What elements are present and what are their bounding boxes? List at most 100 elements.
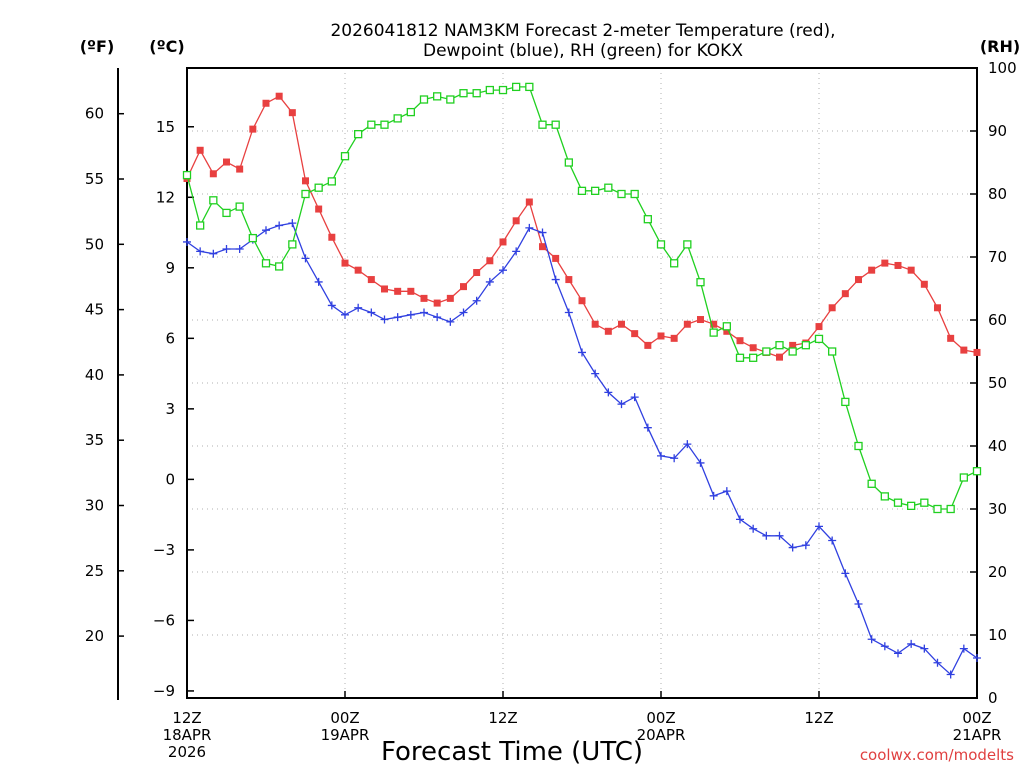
rh-point <box>841 397 850 407</box>
rh-point <box>564 158 573 167</box>
rh-point <box>393 114 402 123</box>
rh-point <box>604 183 613 192</box>
dewpoint-point <box>736 515 744 524</box>
dewpoint-point <box>327 301 336 310</box>
rh-point <box>735 353 745 362</box>
rh-tick-label: 70 <box>988 248 1007 266</box>
fahrenheit-tick-label: 55 <box>85 170 104 188</box>
rh-point <box>327 177 336 186</box>
temperature-point <box>565 276 573 284</box>
dewpoint-point <box>801 541 810 550</box>
rh-point <box>749 353 758 362</box>
dewpoint-point <box>920 644 929 653</box>
dewpoint-point <box>367 308 376 317</box>
dewpoint-point <box>973 654 981 663</box>
time-tick-label: 21APR <box>953 726 1002 744</box>
temperature-point <box>591 320 599 328</box>
dewpoint-point <box>499 266 507 275</box>
temperature-point <box>486 257 494 265</box>
rh-point <box>670 259 679 268</box>
dewpoint-point <box>670 454 679 463</box>
temperature-point <box>367 276 375 284</box>
temperature-point <box>828 304 836 312</box>
temperature-point <box>394 287 402 295</box>
fahrenheit-tick-label: 50 <box>85 235 104 253</box>
fahrenheit-unit-label: (ºF) <box>80 37 115 56</box>
temperature-point <box>907 266 915 274</box>
dewpoint-point <box>275 221 284 230</box>
temperature-point <box>407 287 415 295</box>
x-axis-title: Forecast Time (UTC) <box>381 737 643 767</box>
rh-point <box>617 189 626 199</box>
dewpoint-point <box>762 531 771 540</box>
rh-point <box>235 202 244 211</box>
dewpoint-point <box>880 642 889 651</box>
temperature-point <box>460 283 467 291</box>
dewpoint-point <box>196 247 205 256</box>
temperature-point <box>934 304 941 312</box>
temperature-point <box>644 341 652 349</box>
rh-point <box>354 129 363 139</box>
rh-point <box>643 215 652 224</box>
fahrenheit-tick-label: 40 <box>85 366 104 384</box>
rh-point <box>459 89 468 98</box>
celsius-unit-label: (ºC) <box>149 37 184 56</box>
temperature-point <box>420 294 428 302</box>
rh-point <box>551 120 560 129</box>
dewpoint-point <box>815 522 823 531</box>
dewpoint-point <box>485 277 494 286</box>
temperature-point <box>881 259 889 267</box>
dewpoint-point <box>630 393 639 402</box>
rh-point <box>591 186 600 196</box>
rh-point <box>472 89 481 98</box>
dewpoint-point <box>867 635 876 644</box>
rh-point <box>196 221 205 230</box>
time-tick-label: 18APR <box>163 726 212 744</box>
temperature-point <box>512 217 520 225</box>
dewpoint-point <box>183 237 191 246</box>
rh-point <box>775 341 784 350</box>
temperature-point <box>236 165 244 173</box>
temperature-point <box>670 334 678 342</box>
temperature-point <box>315 205 323 213</box>
series-2 <box>182 82 982 514</box>
dewpoint-point <box>683 440 692 449</box>
dewpoint-point <box>617 400 626 409</box>
dewpoint-point <box>446 317 455 326</box>
temperature-point <box>275 92 283 100</box>
rh-tick-label: 30 <box>988 500 1007 518</box>
temperature-point <box>223 158 230 166</box>
rh-point <box>709 328 718 337</box>
temperature-point <box>604 327 612 335</box>
temperature-point <box>328 233 336 241</box>
temperature-point <box>749 344 757 352</box>
rh-point <box>920 498 929 507</box>
dewpoint-point <box>604 388 613 397</box>
dewpoint-point <box>209 249 218 258</box>
dewpoint-point <box>854 599 863 608</box>
dewpoint-point <box>933 658 942 667</box>
time-tick-label: 00Z <box>330 709 359 727</box>
dewpoint-point <box>894 649 902 658</box>
dewpoint-point <box>314 277 323 286</box>
rh-point <box>380 120 389 129</box>
celsius-tick-label: −6 <box>153 611 175 629</box>
series-line <box>186 95 978 358</box>
temperature-point <box>841 290 849 298</box>
dewpoint-point <box>907 639 916 648</box>
time-tick-label: 12Z <box>488 709 517 727</box>
rh-unit-label: (RH) <box>980 37 1020 56</box>
rh-point <box>696 278 705 287</box>
dewpoint-point <box>657 451 665 460</box>
dewpoint-point <box>512 247 521 256</box>
fahrenheit-tick-label: 20 <box>85 627 104 645</box>
series-layer <box>182 82 982 679</box>
temperature-point <box>789 341 797 349</box>
rh-point <box>854 441 863 451</box>
rh-point <box>301 189 310 199</box>
chart-title-line1: 2026041812 NAM3KM Forecast 2-meter Tempe… <box>330 21 835 41</box>
chart-title-line2: Dewpoint (blue), RH (green) for KOKX <box>423 41 743 61</box>
temperature-point <box>960 346 968 354</box>
temperature-point <box>473 269 481 277</box>
